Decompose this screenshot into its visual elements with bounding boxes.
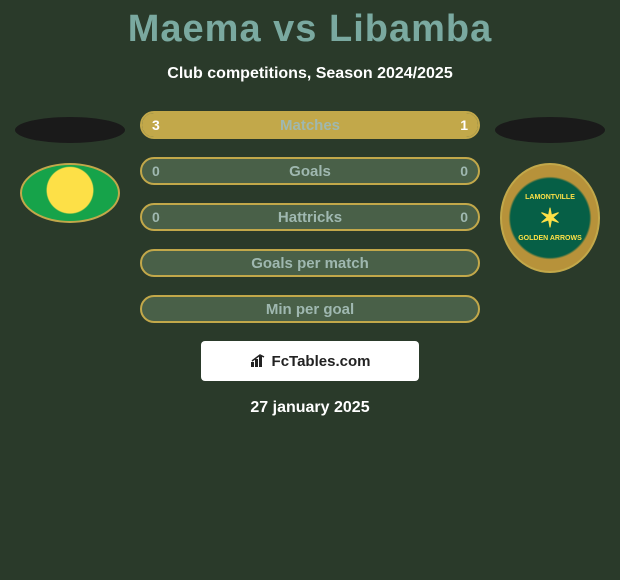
brand-card[interactable]: FcTables.com [201, 341, 419, 381]
left-club-crest [20, 163, 120, 223]
comparison-card: Maema vs Libamba Club competitions, Seas… [0, 0, 620, 417]
stat-label: Min per goal [142, 301, 478, 318]
stat-value-right: 0 [460, 209, 468, 225]
stat-label: Matches [142, 117, 478, 134]
right-player-col: LAMONTVILLE ✶ GOLDEN ARROWS [490, 111, 610, 273]
stat-bar: Min per goal [140, 295, 480, 323]
right-crest-text-mid: GOLDEN ARROWS [518, 235, 582, 242]
stat-bar: Hattricks0 0 [140, 203, 480, 231]
right-crest-text-top: LAMONTVILLE [525, 194, 575, 201]
main-row: Matches31Goals00Hattricks00Goals per mat… [0, 111, 620, 323]
page-title: Maema vs Libamba [0, 8, 620, 51]
chart-icon [250, 354, 268, 368]
date-label: 27 january 2025 [0, 399, 620, 417]
stat-value-left: 0 [152, 209, 160, 225]
stat-label: Goals [142, 163, 478, 180]
stat-value-left: 3 [152, 117, 160, 133]
stat-label: Hattricks [142, 209, 478, 226]
stat-bar: Matches3 1 [140, 111, 480, 139]
right-club-crest: LAMONTVILLE ✶ GOLDEN ARROWS [500, 163, 600, 273]
arrows-icon: ✶ [539, 205, 561, 231]
stat-bar: Goals per match [140, 249, 480, 277]
stat-label: Goals per match [142, 255, 478, 272]
subtitle: Club competitions, Season 2024/2025 [0, 65, 620, 83]
stat-value-right: 0 [460, 163, 468, 179]
stat-bar: Goals0 0 [140, 157, 480, 185]
brand-text: FcTables.com [272, 353, 371, 370]
stat-value-left: 0 [152, 163, 160, 179]
player-shadow-left [15, 117, 125, 143]
player-shadow-right [495, 117, 605, 143]
stat-value-right: 1 [460, 117, 468, 133]
left-player-col [10, 111, 130, 223]
stats-column: Matches31Goals00Hattricks00Goals per mat… [140, 111, 480, 323]
